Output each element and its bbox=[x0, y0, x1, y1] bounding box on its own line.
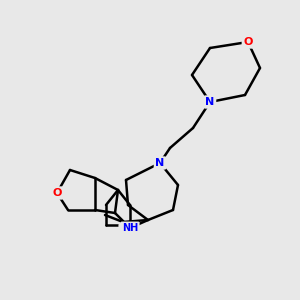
Text: NH: NH bbox=[120, 225, 136, 235]
Text: O: O bbox=[243, 37, 253, 47]
Text: O: O bbox=[52, 188, 62, 198]
Text: N: N bbox=[155, 158, 165, 168]
Text: N: N bbox=[206, 97, 214, 107]
Text: NH: NH bbox=[122, 223, 138, 233]
